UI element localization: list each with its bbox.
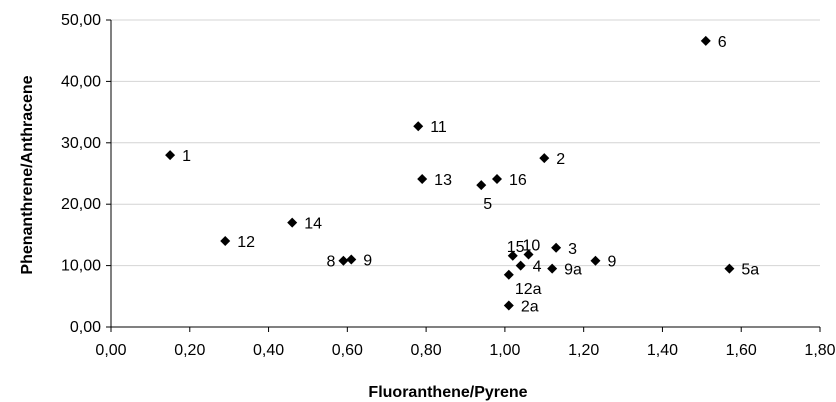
x-tick-label: 0,40: [253, 342, 284, 359]
data-point: [346, 254, 357, 265]
point-label: 5a: [741, 262, 759, 279]
data-point: [590, 255, 601, 266]
point-label: 9: [363, 252, 372, 269]
y-tick-label: 40,00: [61, 73, 101, 90]
data-point: [700, 35, 711, 46]
data-point: [507, 250, 518, 261]
data-point: [551, 242, 562, 253]
data-point: [503, 269, 514, 280]
data-point: [547, 263, 558, 274]
x-tick-label: 1,80: [804, 342, 835, 359]
point-label: 10: [523, 238, 541, 255]
x-tick-label: 1,40: [647, 342, 678, 359]
point-label: 6: [718, 34, 727, 51]
x-tick-label: 1,60: [726, 342, 757, 359]
point-label: 16: [509, 172, 527, 189]
x-tick-label: 0,60: [332, 342, 363, 359]
point-label: 9a: [564, 262, 582, 279]
y-tick-label: 30,00: [61, 135, 101, 152]
data-point: [417, 174, 428, 185]
point-label: 5: [483, 196, 492, 213]
y-tick-label: 0,00: [70, 319, 101, 336]
point-label: 1: [182, 148, 191, 165]
grid-lines: [111, 19, 820, 267]
data-point: [476, 180, 487, 191]
x-tick-label: 0,20: [174, 342, 205, 359]
point-label: 12a: [515, 281, 542, 298]
point-labels: 1 12 14 8 9 11 13 5 16 2 15 4 10 3 12a 9a 9 2a 6 5a: [182, 34, 759, 316]
data-point: [165, 150, 176, 161]
data-point: [338, 255, 349, 266]
data-point: [220, 236, 231, 247]
y-tick-label: 10,00: [61, 258, 101, 275]
data-point: [413, 121, 424, 132]
data-point: [492, 174, 503, 185]
x-tick-label: 1,00: [489, 342, 520, 359]
y-tick-label: 50,00: [61, 12, 101, 29]
data-point: [523, 249, 534, 260]
data-point: [515, 260, 526, 271]
data-points: [165, 35, 735, 311]
x-tick-label: 0,80: [411, 342, 442, 359]
data-point: [724, 263, 735, 274]
point-label: 8: [326, 254, 335, 271]
y-axis-title: Phenanthrene/Anthracene: [19, 75, 36, 274]
y-tick-label: 20,00: [61, 196, 101, 213]
point-label: 3: [568, 241, 577, 258]
point-label: 12: [237, 234, 255, 251]
x-axis-title: Fluoranthene/Pyrene: [368, 384, 527, 401]
tick-labels: 0,00 10,00 20,00 30,00 40,00 50,00 0,00 0,20 0,4…: [61, 12, 836, 359]
x-tick-label: 1,20: [568, 342, 599, 359]
point-label: 2: [556, 151, 565, 168]
data-point: [503, 300, 514, 311]
data-point: [539, 153, 550, 164]
point-label: 2a: [521, 299, 539, 316]
point-label: 4: [533, 259, 542, 276]
x-tick-label: 0,00: [95, 342, 126, 359]
point-label: 11: [430, 119, 447, 136]
axes: [106, 19, 821, 332]
point-label: 15: [507, 239, 525, 256]
point-label: 13: [434, 172, 452, 189]
data-point: [287, 217, 298, 228]
point-label: 14: [304, 216, 322, 233]
point-label: 9: [607, 254, 616, 271]
